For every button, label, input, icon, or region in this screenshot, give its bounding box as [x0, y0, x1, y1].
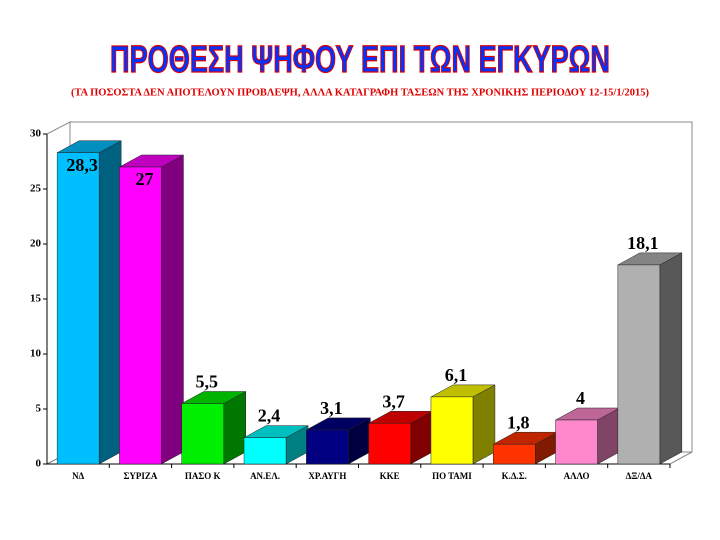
value-label: 3,1 — [320, 398, 343, 418]
y-tick-label: 15 — [30, 293, 42, 305]
bar-side — [659, 252, 683, 465]
bar — [181, 403, 224, 465]
x-tick-label: ΑΛΛΟ — [564, 471, 590, 481]
bar — [555, 419, 598, 465]
y-tick-label: 25 — [30, 183, 42, 195]
value-label: 18,1 — [627, 233, 659, 253]
bar — [617, 264, 661, 465]
value-label: 2,4 — [258, 406, 281, 426]
bar-side — [161, 154, 184, 465]
value-label: 1,8 — [507, 412, 530, 432]
x-tick-label: ΔΞ/ΔΑ — [626, 471, 653, 481]
bar-side — [98, 140, 122, 465]
value-label: 4 — [576, 388, 585, 408]
x-tick-label: ΚΚΕ — [380, 471, 400, 481]
x-tick-label: ΠΟ ΤΑΜΙ — [432, 471, 472, 481]
y-tick-label: 5 — [36, 403, 42, 415]
bar-side — [223, 391, 246, 465]
value-label: 3,7 — [382, 391, 405, 411]
bar — [368, 423, 411, 465]
value-label: 28,3 — [66, 155, 98, 175]
bar-side — [472, 384, 496, 465]
x-tick-label: Κ.Δ.Σ. — [502, 471, 527, 481]
bar — [493, 443, 536, 465]
x-tick-label: ΣΥΡΙΖΑ — [124, 471, 158, 481]
bar — [243, 437, 287, 465]
bar — [119, 166, 162, 465]
x-tick-label: ΝΔ — [72, 471, 84, 481]
x-tick-label: ΠΑΣΟ Κ — [185, 471, 221, 481]
y-tick-label: 20 — [30, 238, 42, 250]
bar — [56, 152, 100, 465]
y-tick-label: 10 — [30, 348, 42, 360]
value-label: 6,1 — [445, 365, 468, 385]
y-tick-label: 30 — [30, 128, 42, 140]
bar — [430, 396, 474, 465]
value-label: 5,5 — [196, 372, 219, 392]
chart-title: ΠΡΟΘΕΣΗ ΨΗΦΟΥ ΕΠΙ ΤΩΝ ΕΓΚΥΡΩΝ — [110, 39, 610, 81]
bar — [306, 429, 349, 465]
x-tick-label: ΑΝ.ΕΛ. — [250, 471, 280, 481]
y-tick-label: 0 — [36, 458, 42, 470]
chart-subtitle: (ΤΑ ΠΟΣΟΣΤΑ ΔΕΝ ΑΠΟΤΕΛΟΥΝ ΠΡΟΒΛΕΨΗ, ΑΛΛΑ… — [71, 87, 649, 98]
value-label: 27 — [135, 169, 153, 189]
x-tick-label: ΧΡ.ΑΥΓΗ — [308, 471, 346, 481]
